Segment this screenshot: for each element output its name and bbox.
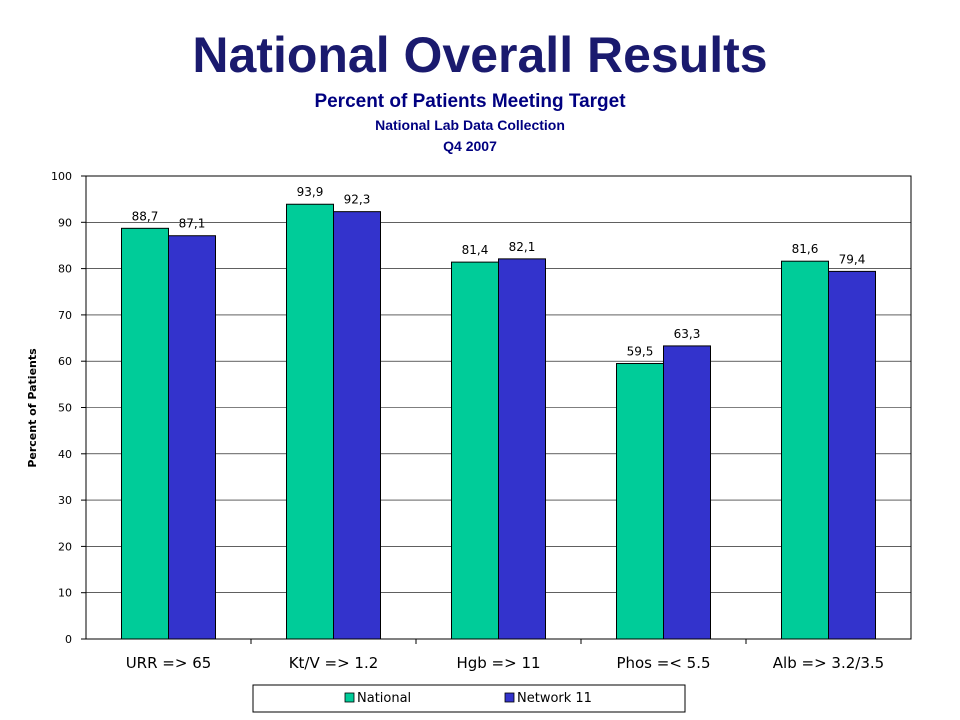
legend-label-national: National (357, 691, 411, 706)
y-axis-ticks: 0 10 20 30 40 50 60 70 80 90 100 (51, 170, 86, 646)
legend-swatch-network-11 (504, 692, 515, 703)
data-label: 92,3 (344, 193, 371, 207)
y-tick-label: 50 (58, 402, 72, 415)
bar-network-11 (498, 258, 546, 640)
x-axis-ticks: URR => 65 Kt/V => 1.2 Hgb => 11 Phos =< 5.5… (126, 639, 884, 672)
bar-network-11 (333, 211, 381, 640)
data-label: 93,9 (297, 185, 324, 199)
bar-national (451, 261, 499, 640)
data-label: 88,7 (132, 209, 159, 223)
y-tick-label: 40 (58, 448, 72, 461)
data-label: 59,5 (627, 345, 654, 359)
legend-box (252, 684, 686, 713)
data-label: 79,4 (839, 252, 866, 266)
x-tick-label: Alb => 3.2/3.5 (773, 654, 884, 672)
data-label: 81,4 (462, 243, 489, 257)
data-label: 82,1 (509, 240, 536, 254)
y-tick-label: 100 (51, 170, 72, 183)
page-title: National Overall Results (192, 27, 768, 83)
bar-network-11 (663, 345, 711, 640)
data-label: 87,1 (179, 217, 206, 231)
x-tick-label: Phos =< 5.5 (616, 654, 710, 672)
y-tick-label: 80 (58, 263, 72, 276)
legend: National Network 11 (252, 684, 686, 713)
y-tick-label: 90 (58, 216, 72, 229)
chart-subtitle: National Lab Data Collection (375, 117, 565, 133)
bar-national (616, 363, 664, 640)
bar-network-11 (168, 235, 216, 640)
y-tick-label: 30 (58, 494, 72, 507)
chart-title: Percent of Patients Meeting Target (314, 91, 626, 112)
y-tick-label: 10 (58, 587, 72, 600)
y-tick-label: 60 (58, 355, 72, 368)
legend-label-network-11: Network 11 (517, 691, 592, 706)
bar-national (781, 260, 829, 640)
legend-swatch-national (344, 692, 355, 703)
x-tick-label: Kt/V => 1.2 (289, 654, 379, 672)
data-label: 81,6 (792, 242, 819, 256)
x-tick-label: Hgb => 11 (456, 654, 540, 672)
y-tick-label: 20 (58, 540, 72, 553)
y-axis-label: Percent of Patients (26, 348, 39, 468)
x-tick-label: URR => 65 (126, 654, 212, 672)
y-tick-label: 70 (58, 309, 72, 322)
chart-period: Q4 2007 (443, 138, 497, 154)
y-tick-label: 0 (65, 633, 72, 646)
bar-national (121, 227, 169, 640)
bar-network-11 (828, 270, 876, 640)
data-label: 63,3 (674, 327, 701, 341)
bar-national (286, 203, 334, 640)
data-labels: 88,7 87,1 93,9 92,3 81,4 82,1 59,5 63,3 81,6 79,4 (132, 185, 866, 358)
bars (121, 203, 876, 640)
